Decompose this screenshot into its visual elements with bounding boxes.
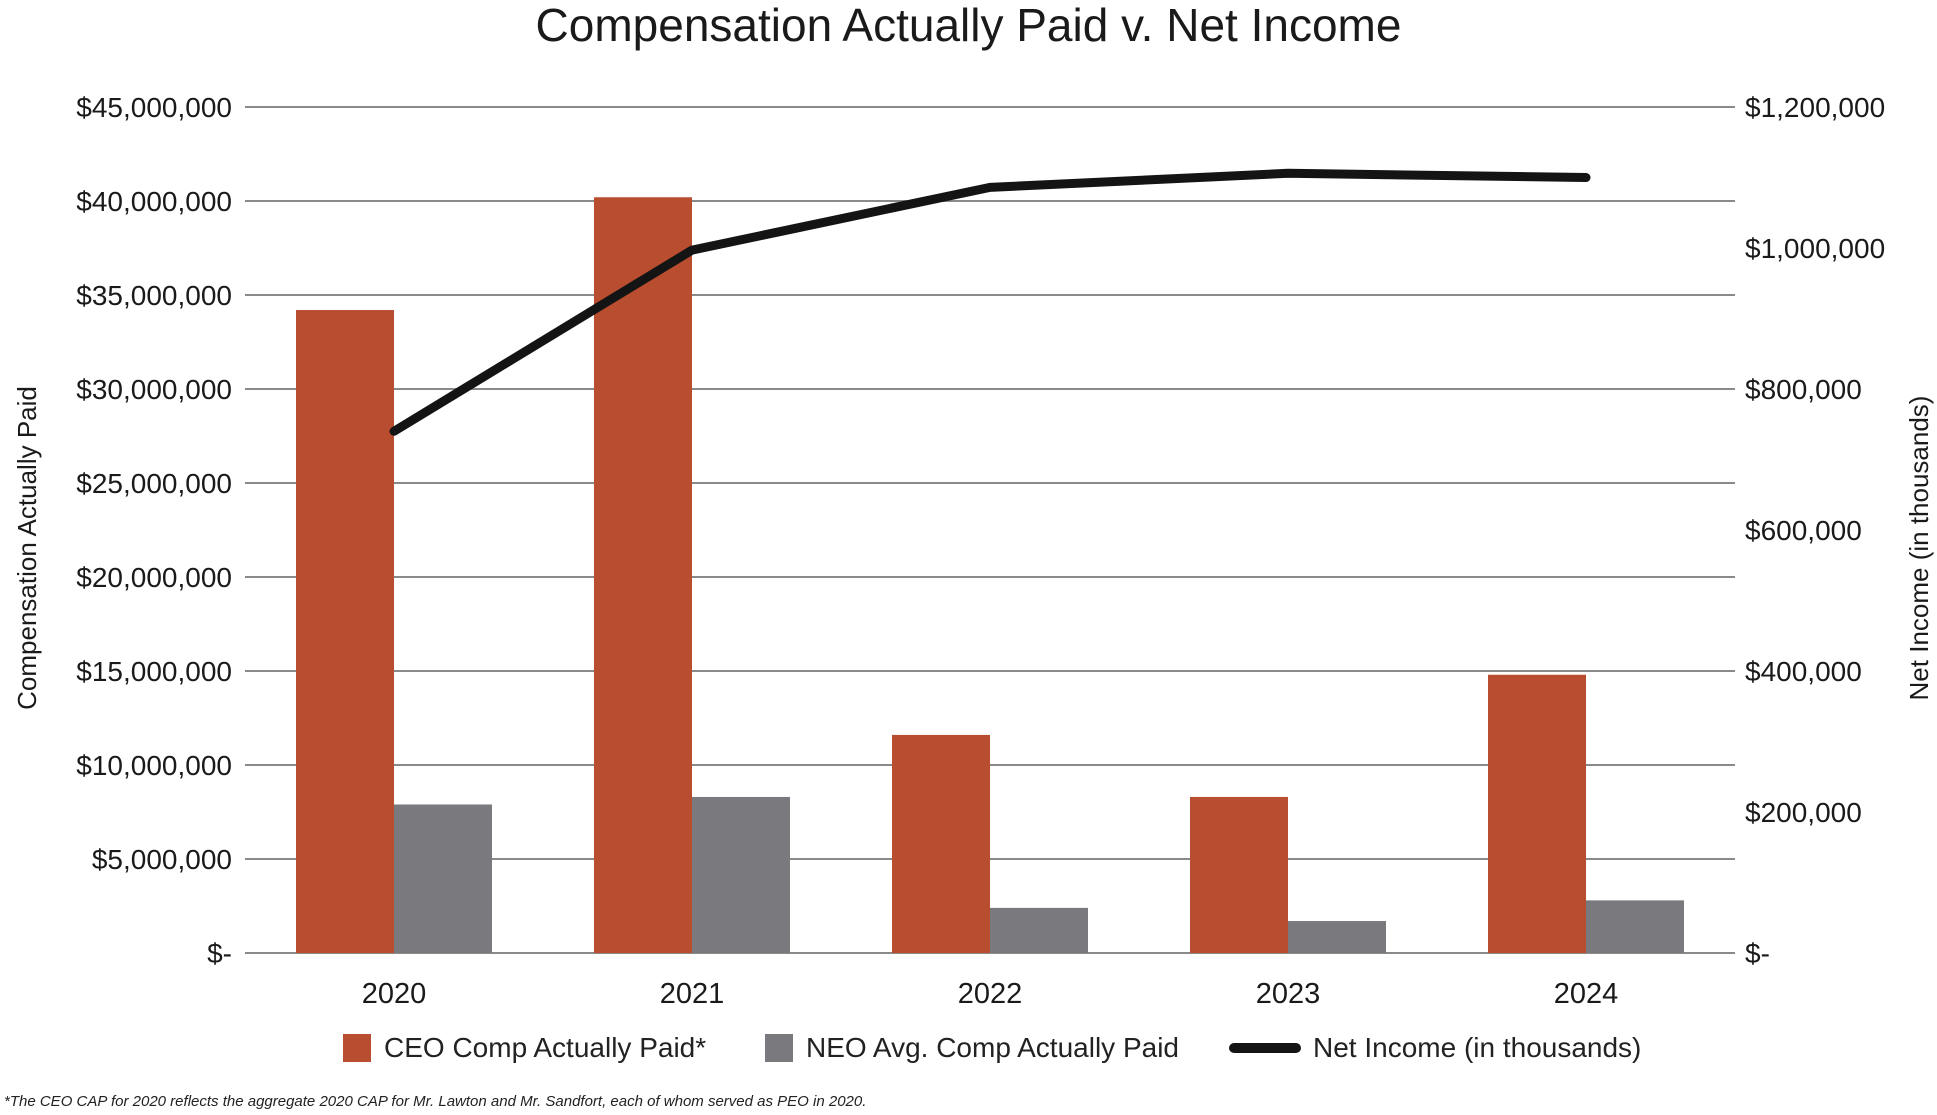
left-tick-label: $- [207,938,232,969]
right-tick-label: $1,000,000 [1745,233,1885,264]
neo-bar [1586,900,1684,953]
right-axis-title: Net Income (in thousands) [1904,396,1934,701]
x-tick-label: 2021 [660,978,725,1010]
left-tick-label: $20,000,000 [76,562,232,593]
right-tick-label: $- [1745,938,1770,969]
neo-bar [1288,921,1386,953]
left-axis: $- $5,000,000 $10,000,000 $15,000,000 $20,00… [12,92,232,969]
neo-bar [692,796,790,953]
left-tick-label: $25,000,000 [76,468,232,499]
ceo-swatch [343,1034,371,1062]
ceo-bar [1190,796,1288,953]
x-tick-label: 2022 [958,978,1023,1010]
right-tick-label: $400,000 [1745,656,1862,687]
left-axis-title: Compensation Actually Paid [12,386,42,710]
net-income-swatch [1229,1043,1301,1053]
left-tick-label: $5,000,000 [92,844,232,875]
x-tick-label: 2023 [1256,978,1321,1010]
neo-bar [990,907,1088,953]
ceo-bar [892,734,990,953]
right-tick-label: $200,000 [1745,797,1862,828]
bars [296,197,1684,954]
left-tick-label: $10,000,000 [76,750,232,781]
left-tick-label: $30,000,000 [76,374,232,405]
ceo-bar [296,310,394,953]
right-axis: $- $200,000 $400,000 $600,000 $800,000 $1,000… [1745,92,1934,969]
left-tick-label: $40,000,000 [76,186,232,217]
legend-item-net-income[interactable]: Net Income (in thousands) [1229,1031,1641,1065]
right-tick-label: $800,000 [1745,374,1862,405]
x-tick-label: 2020 [362,978,427,1010]
chart-title: Compensation Actually Paid v. Net Income [535,0,1402,51]
left-tick-label: $35,000,000 [76,280,232,311]
neo-swatch [765,1034,793,1062]
left-tick-label: $45,000,000 [76,92,232,123]
net-income-line-layer [389,168,1591,436]
legend-item-neo[interactable]: NEO Avg. Comp Actually Paid [765,1031,1179,1065]
right-tick-label: $600,000 [1745,515,1862,546]
legend-label-net-income: Net Income (in thousands) [1313,1032,1642,1063]
net-income-line [389,168,1591,436]
legend-label-ceo: CEO Comp Actually Paid* [384,1032,707,1063]
right-tick-label: $1,200,000 [1745,92,1885,123]
ceo-bar [594,197,692,954]
footnote: *The CEO CAP for 2020 reflects the aggre… [4,1093,867,1110]
legend-label-neo: NEO Avg. Comp Actually Paid [806,1032,1179,1063]
legend-item-ceo[interactable]: CEO Comp Actually Paid* [343,1031,706,1065]
neo-bar [394,804,492,953]
left-tick-label: $15,000,000 [76,656,232,687]
x-tick-label: 2024 [1554,978,1619,1010]
x-axis: 2020 2021 2022 2023 2024 [362,978,1619,1010]
ceo-bar [1488,674,1586,953]
